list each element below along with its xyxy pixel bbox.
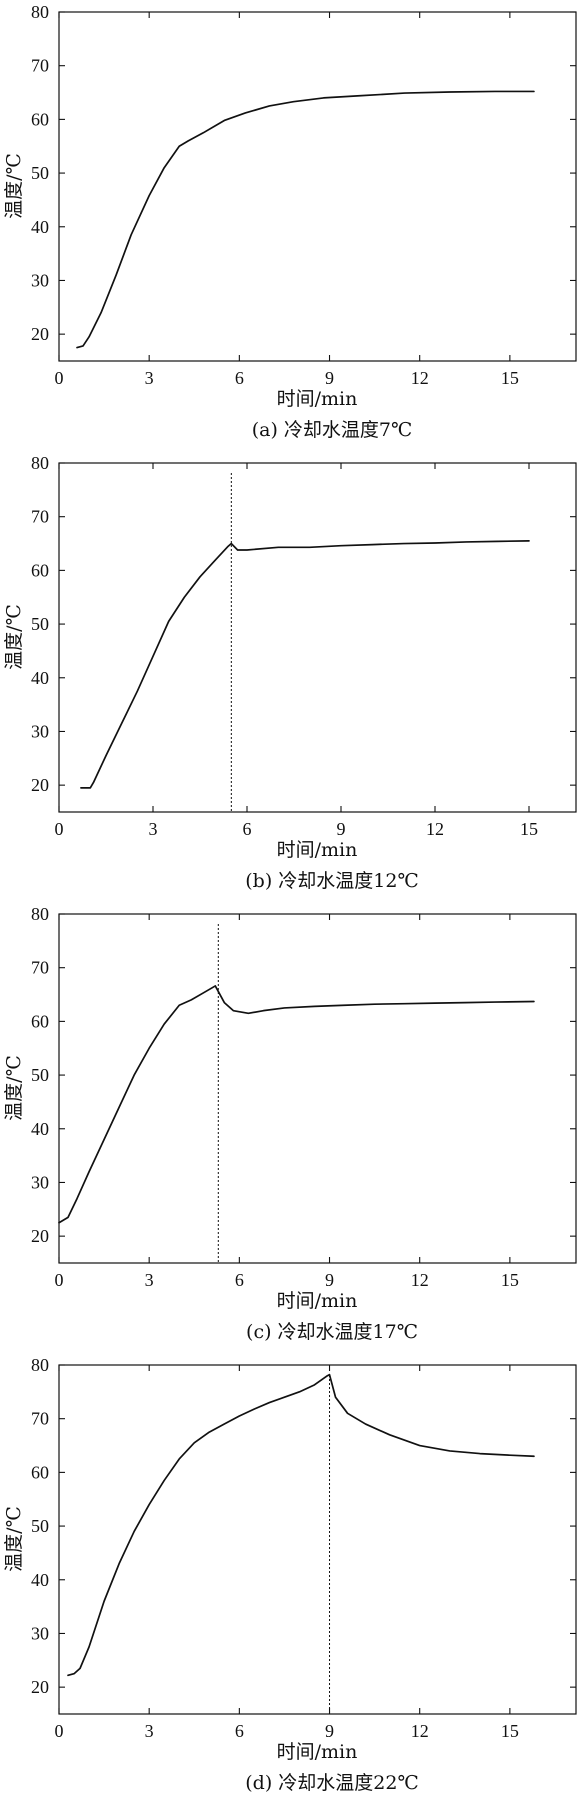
x-axis-label: 时间/min [277,1290,358,1312]
x-tick-label: 15 [501,1270,519,1290]
plot-content: 0 3 6 9 12 15 20 30 40 50 60 70 80 [31,1355,576,1741]
y-tick-label: 40 [31,668,49,688]
x-tick-label: 0 [55,1721,64,1741]
y-tick-label: 70 [31,1409,49,1429]
y-tick-label: 80 [31,2,49,22]
y-tick-label: 50 [31,614,49,634]
chart-caption: (d) 冷却水温度22℃ [245,1772,418,1794]
x-tick-label: 9 [325,1270,334,1290]
x-tick-label: 6 [243,819,252,839]
plot-frame [58,913,577,1264]
y-axis-label: 温度/℃ [3,153,25,219]
x-tick-label: 0 [55,368,64,388]
temperature-line [58,985,535,1224]
temperature-line [67,1373,535,1677]
x-tick-label: 0 [55,819,64,839]
x-tick-label: 6 [235,1270,244,1290]
chart-panel-c: 0 3 6 9 12 15 20 30 40 50 60 70 80 时间/min 温度/℃ (c) 冷… [3,904,577,1343]
y-tick-label: 50 [31,1516,49,1536]
y-tick-label: 50 [31,1065,49,1085]
temperature-line [76,90,535,349]
x-tick-label: 9 [325,368,334,388]
x-tick-label: 3 [149,819,158,839]
x-tick-label: 6 [235,1721,244,1741]
x-tick-label: 0 [55,1270,64,1290]
y-tick-label: 30 [31,270,49,290]
x-tick-label: 3 [145,1721,154,1741]
y-tick-label: 30 [31,1623,49,1643]
x-tick-label: 15 [501,368,519,388]
chart-caption: (c) 冷却水温度17℃ [246,1321,418,1343]
y-tick-label: 80 [31,904,49,924]
x-tick-label: 12 [411,368,429,388]
y-tick-label: 40 [31,1570,49,1590]
temperature-line [80,539,530,789]
x-tick-label: 12 [411,1721,429,1741]
chart-panel-d: 0 3 6 9 12 15 20 30 40 50 60 70 80 时间/min 温度/℃ (d) 冷… [3,1355,577,1794]
y-tick-label: 60 [31,1462,49,1482]
chart-caption: (b) 冷却水温度12℃ [245,870,418,892]
plot-frame [58,11,577,362]
y-axis-label: 温度/℃ [3,1506,25,1572]
y-tick-label: 70 [31,56,49,76]
plot-content: 0 3 6 9 12 15 20 30 40 50 60 70 80 [31,453,576,839]
y-tick-label: 20 [31,324,49,344]
x-tick-label: 15 [501,1721,519,1741]
chart-panel-a: 0 3 6 9 12 15 20 30 40 50 60 70 80 时间/min 温度/℃ (a) 冷… [3,2,577,441]
y-tick-label: 80 [31,453,49,473]
x-tick-label: 9 [325,1721,334,1741]
y-tick-label: 40 [31,1119,49,1139]
chart-panel-b: 0 3 6 9 12 15 20 30 40 50 60 70 80 时间/min 温度/℃ (b) 冷… [3,453,577,892]
y-tick-label: 30 [31,1172,49,1192]
y-tick-label: 60 [31,560,49,580]
y-tick-label: 20 [31,1226,49,1246]
y-tick-label: 70 [31,958,49,978]
y-axis-label: 温度/℃ [3,604,25,670]
x-axis-label: 时间/min [277,839,358,861]
x-tick-label: 12 [426,819,444,839]
plot-frame [58,462,577,813]
x-tick-label: 12 [411,1270,429,1290]
y-tick-label: 50 [31,163,49,183]
x-axis-label: 时间/min [277,388,358,410]
x-tick-label: 15 [520,819,538,839]
plot-frame [58,1364,577,1715]
x-tick-label: 3 [145,368,154,388]
y-tick-label: 20 [31,775,49,795]
y-tick-label: 70 [31,507,49,527]
y-axis-label: 温度/℃ [3,1055,25,1121]
y-tick-label: 60 [31,1011,49,1031]
x-tick-label: 3 [145,1270,154,1290]
plot-content: 0 3 6 9 12 15 20 30 40 50 60 70 80 [31,2,576,388]
plot-content: 0 3 6 9 12 15 20 30 40 50 60 70 80 [31,904,576,1290]
y-tick-label: 80 [31,1355,49,1375]
y-tick-label: 40 [31,217,49,237]
chart-caption: (a) 冷却水温度7℃ [252,419,413,441]
y-tick-label: 20 [31,1677,49,1697]
y-tick-label: 30 [31,721,49,741]
x-axis-label: 时间/min [277,1741,358,1763]
y-tick-label: 60 [31,109,49,129]
x-tick-label: 6 [235,368,244,388]
x-tick-label: 9 [337,819,346,839]
